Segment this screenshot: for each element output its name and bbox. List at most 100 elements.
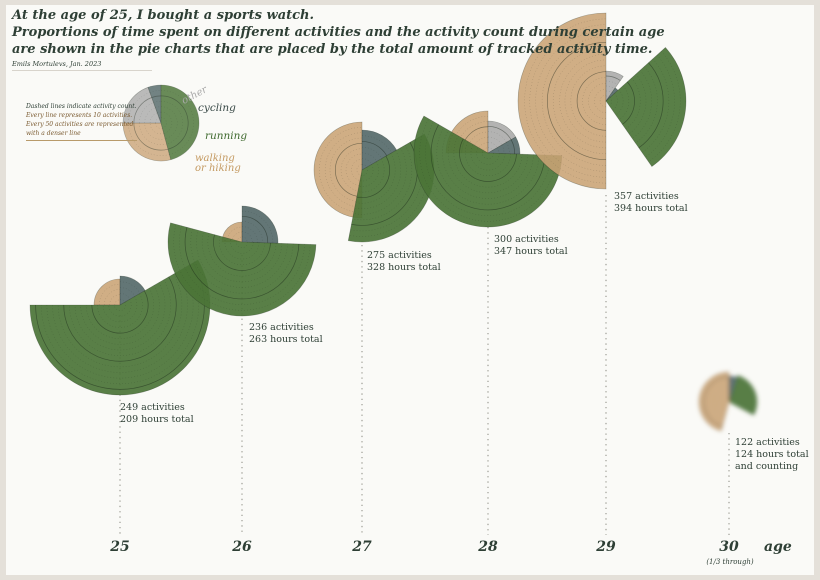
- wedge-running: [160, 84, 200, 161]
- wedge-cycling: [605, 87, 619, 102]
- count-ring: [506, 142, 510, 154]
- count-ring: [157, 111, 162, 114]
- count-ring: [472, 137, 489, 154]
- count-ring: [459, 138, 517, 182]
- count-ring: [190, 228, 294, 294]
- count-ring: [492, 150, 494, 154]
- count-ring: [501, 144, 505, 154]
- count-ring: [732, 391, 741, 408]
- count-ring: [133, 122, 169, 151]
- count-ring: [632, 70, 652, 139]
- count-ring: [358, 161, 379, 187]
- count-ring: [487, 142, 498, 148]
- count-ring: [155, 117, 160, 124]
- chart: [29, 12, 758, 535]
- title-line: Proportions of time spent on different a…: [12, 25, 665, 40]
- count-ring: [41, 265, 199, 384]
- pie-charts: [29, 12, 758, 432]
- callout-age-28: 300 activities 347 hours total: [494, 234, 568, 258]
- count-ring: [241, 231, 253, 243]
- count-ring: [547, 41, 607, 161]
- count-ring: [728, 386, 734, 388]
- count-ring: [35, 262, 205, 390]
- wedge-walking: [517, 12, 607, 190]
- count-ring: [160, 95, 189, 150]
- count-ring: [149, 112, 158, 124]
- wedge-running: [728, 374, 758, 416]
- count-ring: [605, 80, 618, 85]
- count-ring: [425, 121, 551, 216]
- note-line: Every line represents 10 activities.: [26, 112, 133, 119]
- count-ring: [119, 293, 131, 300]
- count-ring: [638, 62, 664, 149]
- count-ring: [226, 226, 243, 243]
- count-ring: [80, 285, 160, 345]
- count-ring: [730, 396, 735, 405]
- wedge-fill: [147, 84, 162, 124]
- count-ring: [361, 141, 388, 156]
- count-ring: [128, 92, 150, 124]
- legend-cycling-label: cycling: [198, 102, 236, 114]
- wedge-other: [487, 120, 517, 154]
- count-ring: [213, 234, 271, 271]
- activity-count-label: 357 activities: [614, 191, 679, 202]
- wedge-cycling: [147, 84, 162, 124]
- callout-age-27: 275 activities 328 hours total: [367, 250, 441, 274]
- wedge-walking: [698, 371, 730, 432]
- count-ring: [361, 158, 373, 165]
- count-ring: [52, 271, 188, 373]
- activity-count-label: 300 activities: [494, 234, 559, 245]
- hours-total-label: 124 hours total: [735, 449, 809, 460]
- wedge-running: [167, 222, 317, 317]
- count-ring: [487, 125, 512, 140]
- count-ring: [109, 294, 121, 306]
- pie-age-28: [413, 110, 563, 228]
- wedge-fill: [605, 70, 624, 102]
- count-ring: [173, 224, 311, 311]
- wedge-running: [29, 259, 211, 396]
- note-line: with a denser line: [26, 130, 81, 137]
- count-ring: [612, 93, 618, 111]
- wedge-fill: [119, 275, 146, 306]
- count-ring: [582, 77, 607, 125]
- count-ring: [361, 164, 368, 168]
- count-ring: [359, 164, 374, 182]
- count-ring: [241, 221, 263, 243]
- count-ring: [352, 144, 413, 221]
- pie-age-30: [698, 371, 758, 432]
- age-tick-label: 26: [232, 539, 252, 555]
- wedge-fill: [361, 129, 398, 171]
- activity-count-label: 275 activities: [367, 250, 432, 261]
- count-ring: [69, 279, 171, 356]
- wedge-running: [413, 115, 563, 228]
- count-ring: [153, 101, 162, 103]
- count-ring: [703, 376, 730, 427]
- count-ring: [570, 65, 607, 137]
- wedge-other: [122, 86, 162, 124]
- count-ring: [625, 77, 641, 130]
- note-line: Dashed lines indicate activity count.: [26, 103, 137, 110]
- count-ring: [605, 90, 612, 94]
- legend-note: Dashed lines indicate activity count. Ev…: [26, 102, 137, 141]
- count-ring: [361, 135, 392, 153]
- extra-label: and counting: [735, 461, 799, 472]
- count-ring: [179, 225, 305, 305]
- count-ring: [114, 302, 126, 311]
- legend-running-label: running: [205, 130, 248, 142]
- pie-age-26: [167, 205, 317, 317]
- count-ring: [355, 153, 396, 204]
- count-ring: [139, 102, 154, 124]
- legend-walking-label: walking or hiking: [195, 154, 241, 174]
- count-ring: [609, 97, 612, 106]
- count-ring: [57, 273, 183, 368]
- count-ring: [241, 215, 269, 243]
- callout-age-26: 236 activities 263 hours total: [249, 322, 323, 346]
- count-ring: [119, 281, 141, 294]
- x-axis-title: age: [764, 539, 792, 555]
- hours-total-label: 209 hours total: [120, 414, 194, 425]
- count-ring: [63, 276, 177, 362]
- wedge-other: [605, 70, 624, 102]
- count-ring: [576, 71, 607, 131]
- count-ring: [622, 81, 635, 125]
- age-tick-label: 27: [352, 539, 372, 555]
